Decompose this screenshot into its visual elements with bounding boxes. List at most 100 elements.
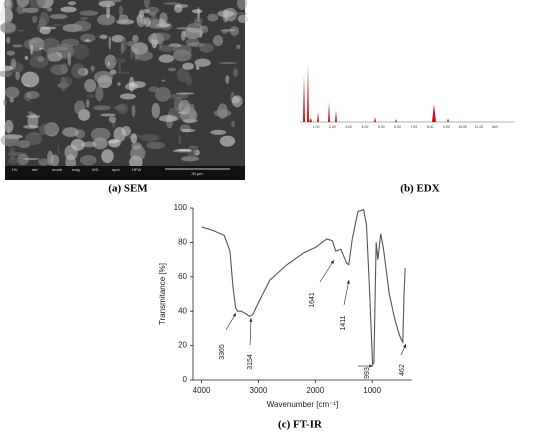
sem-particle <box>158 54 174 63</box>
y-tick-label: 60 <box>178 272 187 281</box>
sem-particle <box>158 115 178 122</box>
sem-particle <box>128 76 135 92</box>
peak-annotation: 1641 <box>309 292 316 308</box>
sem-particle <box>191 9 203 14</box>
sem-info-label: spot <box>112 167 120 172</box>
y-axis-label: Transmitance [%] <box>158 263 167 325</box>
sem-particle <box>52 24 64 27</box>
sem-particle <box>118 14 129 24</box>
sem-particle <box>237 14 249 23</box>
sem-info-label: HFW <box>132 167 141 172</box>
sem-particle <box>221 29 229 34</box>
sem-particle <box>80 16 88 21</box>
sem-particle <box>194 17 203 26</box>
sem-particle <box>62 127 79 138</box>
sem-particle <box>186 42 205 48</box>
sem-particle <box>4 120 14 134</box>
sem-info-bar <box>5 166 245 180</box>
sem-particle <box>24 55 29 60</box>
edx-axis-label: 8.00 <box>427 125 434 129</box>
sem-particle <box>148 11 157 17</box>
sem-particle <box>6 36 11 44</box>
sem-particle <box>126 40 138 47</box>
sem-particle <box>0 70 13 78</box>
sem-particle <box>60 63 68 75</box>
sem-particle <box>30 132 45 135</box>
sem-particle <box>99 34 108 40</box>
annotation-arrow <box>319 259 335 283</box>
sem-particle <box>217 10 234 18</box>
sem-particle <box>118 71 131 74</box>
sem-particle <box>213 109 232 118</box>
sem-particle <box>184 54 187 60</box>
edx-axis-label: keV <box>492 125 499 129</box>
sem-particle <box>119 93 136 100</box>
sem-particle <box>86 94 97 98</box>
sem-info-label: WD <box>92 167 99 172</box>
sem-particle <box>183 27 203 39</box>
sem-particle <box>60 6 77 13</box>
y-tick-label: 20 <box>178 341 187 350</box>
sem-particle <box>3 0 14 12</box>
sem-particle <box>3 98 7 107</box>
sem-particle <box>176 67 189 83</box>
sem-scale-label: 30 µm <box>191 171 203 176</box>
sem-particle <box>178 134 182 145</box>
sem-particle <box>139 18 149 25</box>
sem-particle <box>32 15 38 24</box>
sem-particle <box>29 0 45 10</box>
edx-peaks <box>300 64 449 122</box>
sem-particle <box>111 34 125 43</box>
sem-particle <box>132 34 139 43</box>
sem-particle <box>9 142 29 147</box>
sem-particle <box>39 11 50 27</box>
sem-particle <box>71 63 86 79</box>
sem-particle <box>130 133 138 144</box>
sem-particle <box>101 149 114 164</box>
sem-particle <box>15 71 21 81</box>
sem-particle <box>72 20 92 32</box>
edx-axis-label: 5.00 <box>378 125 385 129</box>
sem-particle <box>146 141 166 150</box>
arrow-head <box>369 364 373 368</box>
sem-particle <box>27 113 39 129</box>
sem-particle <box>210 129 227 135</box>
edx-axis-label: 1.00 <box>313 125 320 129</box>
sem-particle <box>159 12 168 25</box>
sem-particle <box>120 42 124 54</box>
sem-particle <box>107 61 110 67</box>
sem-particle <box>151 102 161 119</box>
sem-particle <box>236 0 248 11</box>
sem-particle <box>225 75 230 84</box>
sem-image: HV det mode mag WD spot HFW 30 µm <box>0 0 249 180</box>
sem-particle <box>109 69 117 75</box>
sem-particle <box>218 61 238 64</box>
edx-spectrum: 1.00 2.00 3.00 4.00 5.00 6.00 7.00 8.00 9.00 10.0… <box>300 64 515 129</box>
sem-particle <box>85 99 90 108</box>
x-tick-label: 1000 <box>363 386 381 395</box>
edx-axis-label: 3.00 <box>345 125 352 129</box>
x-tick-label: 3000 <box>250 386 268 395</box>
sem-particle <box>25 131 42 146</box>
annotation-arrow <box>343 279 350 306</box>
y-tick-label: 80 <box>178 238 187 247</box>
sem-particle <box>104 54 117 70</box>
peak-annotation: 3154 <box>247 354 254 370</box>
sem-particle <box>176 92 195 95</box>
sem-particle <box>173 44 192 56</box>
sem-particle <box>79 10 99 16</box>
sem-particle <box>182 62 195 70</box>
sem-particle <box>155 87 171 102</box>
sem-particle <box>17 153 30 166</box>
sem-particle <box>9 147 16 160</box>
sem-particle <box>90 127 111 142</box>
sem-particle <box>143 0 150 9</box>
sem-particle <box>116 103 129 115</box>
sem-particle <box>0 7 13 24</box>
sem-particle <box>118 5 124 17</box>
sem-particle <box>108 140 118 144</box>
caption: (b) EDX <box>400 183 439 195</box>
sem-particle <box>10 58 17 70</box>
sem-particle <box>212 35 224 47</box>
